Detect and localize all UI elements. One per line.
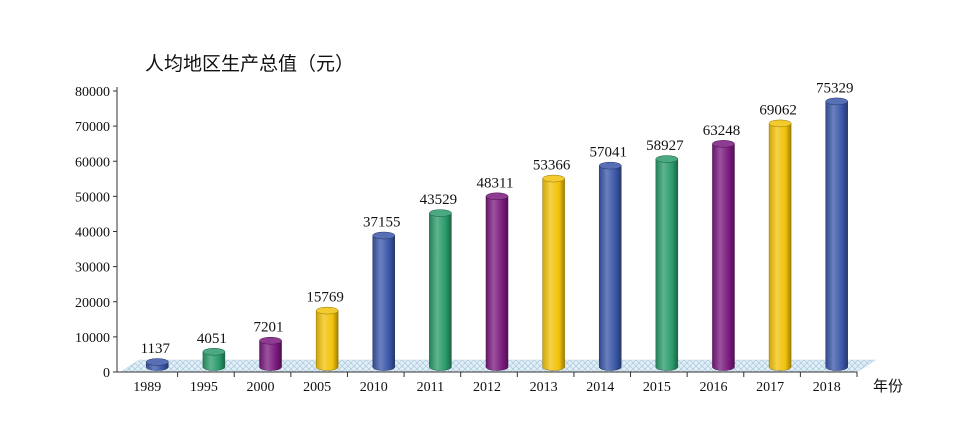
bar-cap <box>542 174 565 183</box>
y-tick-label: 0 <box>103 366 110 381</box>
bar-body <box>372 235 396 371</box>
bar-2010 <box>372 231 396 371</box>
data-label: 63248 <box>703 123 741 139</box>
x-tick-label: 1989 <box>133 380 161 395</box>
x-tick-label: 2012 <box>473 380 501 395</box>
chart-title: 人均地区生产总值（元） <box>145 53 354 75</box>
y-tick-label: 30000 <box>75 261 110 276</box>
y-tick-label: 50000 <box>75 190 110 205</box>
bar-body <box>598 165 622 371</box>
bar-cap <box>825 97 848 106</box>
bar-body <box>315 310 339 371</box>
x-tick-label: 2013 <box>530 380 558 395</box>
bar-body <box>768 123 792 371</box>
bar-body <box>825 101 848 371</box>
bar-body <box>429 212 452 371</box>
x-tick-label: 2014 <box>586 380 614 395</box>
x-tick-label: 2011 <box>417 380 444 395</box>
bar-cap <box>429 209 452 217</box>
bar-cap <box>259 336 282 345</box>
data-label: 1137 <box>141 341 171 357</box>
data-label: 7201 <box>254 320 284 336</box>
bar-2011 <box>429 209 452 371</box>
data-label: 37155 <box>363 214 401 230</box>
x-tick-label: 2018 <box>813 380 841 395</box>
x-tick-label: 1995 <box>190 380 218 395</box>
bar-2017 <box>768 119 792 371</box>
bar-cap <box>315 306 339 315</box>
bar-2005 <box>315 306 339 371</box>
bar-2013 <box>542 174 565 371</box>
data-label: 57041 <box>589 145 627 161</box>
bar-2016 <box>712 140 735 371</box>
x-tick-label: 2016 <box>699 380 727 395</box>
x-tick-label: 2000 <box>247 380 275 395</box>
y-tick-label: 70000 <box>75 120 110 135</box>
axes: 0 10000 20000 30000 40000 50000 60000 70000 8000… <box>75 85 858 395</box>
data-label: 58927 <box>646 138 684 154</box>
y-tick-label: 40000 <box>75 226 110 241</box>
bar-body <box>259 340 282 371</box>
bar-2014 <box>598 161 622 371</box>
bar-cap <box>655 155 679 163</box>
bar-cap <box>146 358 169 366</box>
data-labels: 1137 4051 7201 15769 37155 43529 48311 53366 570… <box>141 80 854 357</box>
bar-2015 <box>655 155 679 371</box>
bar-cap <box>712 140 735 148</box>
bar-2018 <box>825 97 848 371</box>
bar-cap <box>768 119 792 128</box>
bar-body <box>485 196 509 371</box>
data-label: 75329 <box>816 80 854 96</box>
bar-1995 <box>202 348 226 371</box>
bar-cap <box>485 192 509 201</box>
x-axis-label: 年份 <box>873 377 903 395</box>
x-tick-label: 2017 <box>756 380 784 395</box>
y-tick-label: 20000 <box>75 296 110 311</box>
bar-body <box>712 143 735 371</box>
bar-2000 <box>259 336 282 371</box>
y-tick-label: 10000 <box>75 331 110 346</box>
y-tick-label: 60000 <box>75 155 110 170</box>
bar-cap <box>202 348 226 356</box>
data-label: 48311 <box>477 175 514 191</box>
bar-body <box>202 351 226 371</box>
bar-2012 <box>485 192 509 371</box>
bar-cap <box>372 231 396 240</box>
data-label: 4051 <box>197 331 227 347</box>
bars <box>146 97 848 371</box>
bar-body <box>542 178 565 371</box>
x-tick-label: 2015 <box>643 380 671 395</box>
data-label: 15769 <box>306 290 344 306</box>
bar-body <box>655 158 679 371</box>
y-tick-label: 80000 <box>75 85 110 100</box>
data-label: 53366 <box>533 158 571 174</box>
data-label: 43529 <box>420 192 458 208</box>
x-tick-label: 2005 <box>303 380 331 395</box>
bar-cap <box>598 161 622 170</box>
x-tick-label: 2010 <box>360 380 388 395</box>
data-label: 69062 <box>759 102 797 118</box>
bar-1989 <box>146 358 169 371</box>
